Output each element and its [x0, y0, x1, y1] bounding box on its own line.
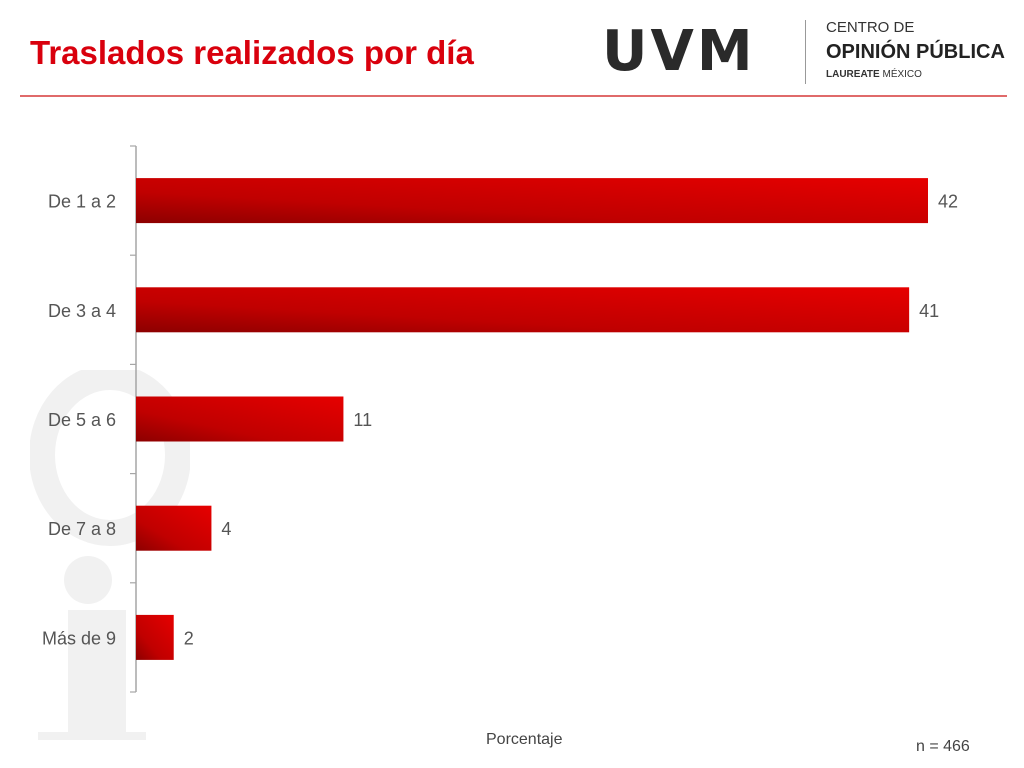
y-tick-label: De 3 a 4: [48, 301, 116, 321]
logo-line2: OPINIÓN PÚBLICA: [826, 41, 1005, 63]
logo-divider: [805, 20, 806, 84]
data-label: 4: [221, 519, 231, 539]
y-tick-label: Más de 9: [42, 628, 116, 648]
sample-size-note: n = 466: [916, 738, 970, 755]
data-label: 41: [919, 301, 939, 321]
bar: [136, 614, 174, 660]
y-tick-label: De 5 a 6: [48, 410, 116, 430]
bar: [136, 505, 212, 551]
logo-uvm-text: UVM: [602, 19, 756, 84]
logo-line3: LAUREATE MÉXICO: [826, 69, 922, 81]
page-title: Traslados realizados por día: [30, 34, 474, 71]
watermark-logo-icon: [30, 370, 190, 740]
header-divider: [20, 95, 1007, 97]
y-tick-label: De 7 a 8: [48, 519, 116, 539]
logo-line1: CENTRO DE: [826, 19, 915, 36]
data-label: 42: [938, 192, 958, 212]
x-axis-label: Porcentaje: [486, 731, 563, 748]
data-label: 11: [353, 410, 372, 430]
y-tick-label: De 1 a 2: [48, 192, 116, 212]
bar: [136, 396, 344, 442]
uvm-logo: UVM CENTRO DE OPINIÓN PÚBLICA LAUREATE M…: [602, 16, 1012, 90]
logo-mexico: MÉXICO: [882, 69, 922, 80]
bar: [136, 287, 910, 333]
bar: [136, 178, 928, 224]
logo-laureate: LAUREATE: [826, 69, 880, 80]
data-label: 2: [184, 628, 194, 648]
